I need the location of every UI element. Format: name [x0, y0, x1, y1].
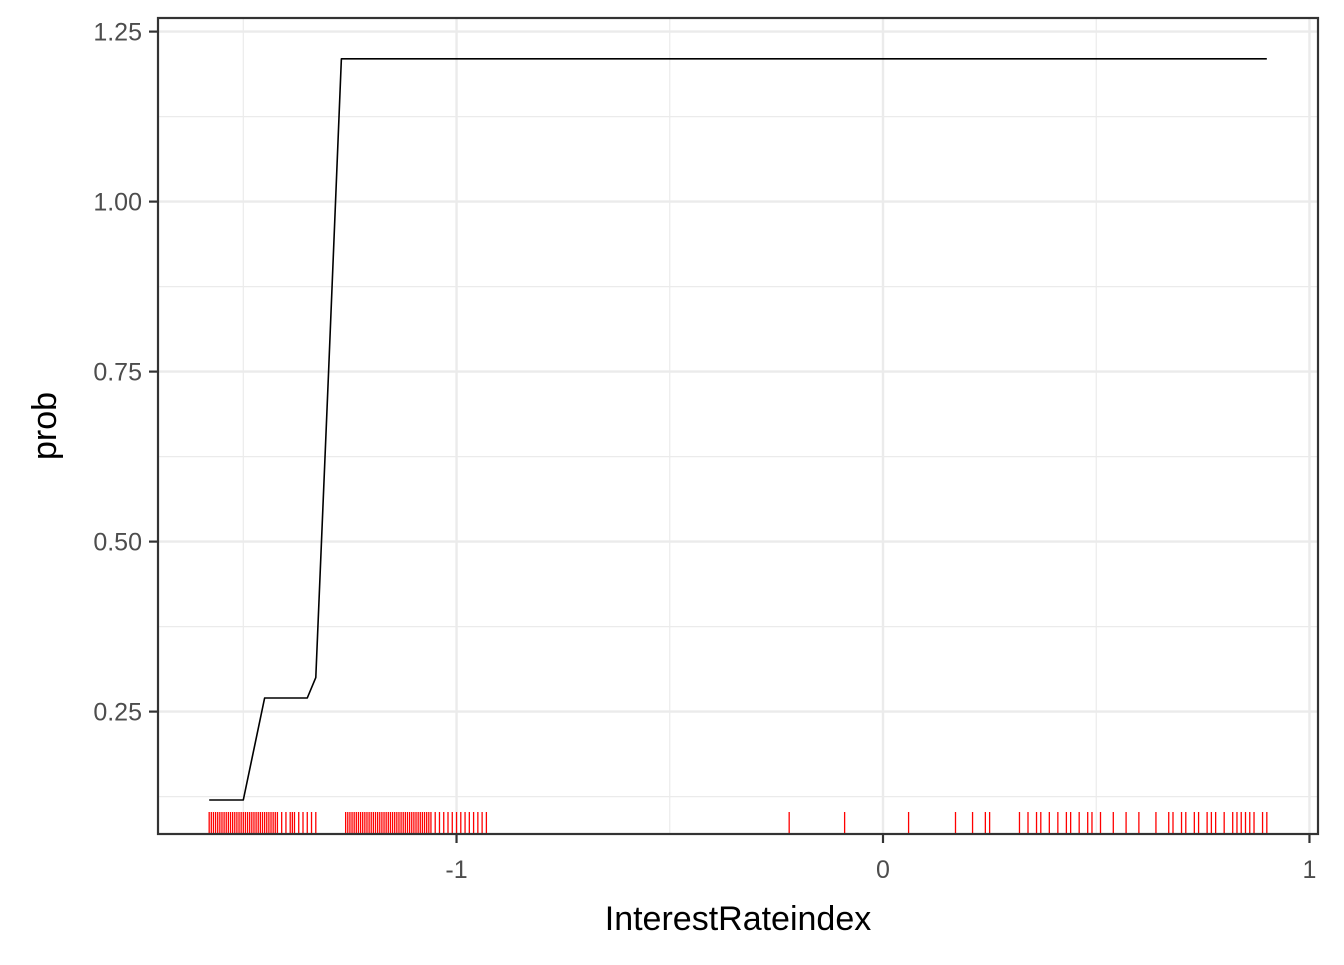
grid-minor	[158, 18, 1318, 834]
x-axis-title: InterestRateindex	[605, 900, 872, 938]
axis-ticks	[149, 30, 1311, 843]
plot-panel-border	[156, 16, 1320, 836]
series-layer	[209, 57, 1267, 801]
y-tick-label: 0.50	[93, 529, 142, 557]
x-tick-label: -1	[445, 856, 467, 884]
y-tick-labels: 0.25 0.50 0.75 1.00 1.25	[93, 19, 142, 727]
y-tick-label: 1.00	[93, 189, 142, 217]
y-tick-label: 0.75	[93, 359, 142, 387]
y-axis-title: prob	[26, 392, 64, 460]
y-tick-label: 0.25	[93, 699, 142, 727]
x-tick-labels: -1 0 1	[445, 856, 1316, 884]
plot-panel-background	[158, 18, 1318, 834]
series-line	[209, 57, 1267, 801]
x-tick-label: 0	[876, 856, 890, 884]
x-tick-label: 1	[1303, 856, 1317, 884]
rug-layer	[208, 812, 1268, 834]
grid-major	[158, 18, 1318, 834]
y-tick-label: 1.25	[93, 19, 142, 47]
